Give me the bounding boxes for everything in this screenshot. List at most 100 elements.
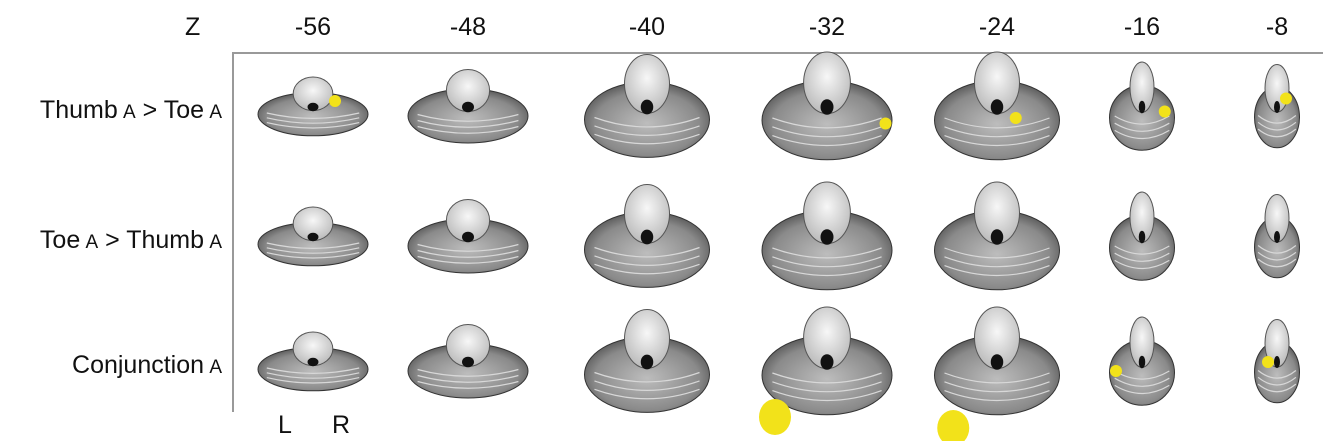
left-orientation-label: L xyxy=(278,411,292,439)
fourth-ventricle xyxy=(307,357,319,367)
activation-cluster xyxy=(1158,105,1171,118)
folia-line xyxy=(1257,251,1297,261)
fourth-ventricle xyxy=(462,101,474,113)
horizontal-divider xyxy=(232,52,1323,54)
fourth-ventricle xyxy=(640,99,654,115)
folia-line xyxy=(1257,115,1297,124)
activation-cluster xyxy=(879,117,892,130)
folia-line xyxy=(266,377,360,384)
activation-cluster xyxy=(1009,112,1022,124)
folia-line xyxy=(1257,258,1297,268)
fourth-ventricle xyxy=(1138,355,1146,369)
row-label-part: > Toe xyxy=(135,96,205,124)
folia-line xyxy=(772,265,882,277)
folia-line xyxy=(944,265,1050,277)
row-label-part: Conjunction xyxy=(72,351,205,379)
right-orientation-label: R xyxy=(332,411,351,439)
folia-line xyxy=(417,249,519,258)
activation-cluster xyxy=(937,410,970,441)
row-label-part: A xyxy=(117,102,136,123)
folia-line xyxy=(417,368,519,377)
folia-line xyxy=(594,388,700,400)
z-axis-label: Z xyxy=(185,13,201,41)
folia-line xyxy=(1257,121,1297,131)
row-label-part: Toe xyxy=(39,226,81,254)
row-label-0: Thumb A > Toe A xyxy=(40,95,222,128)
fourth-ventricle xyxy=(1274,231,1280,243)
folia-line xyxy=(772,117,882,129)
activation-cluster xyxy=(759,399,791,435)
fourth-ventricle xyxy=(640,229,654,245)
fourth-ventricle xyxy=(1138,100,1146,114)
brain-slice-r2-c5 xyxy=(1109,316,1175,406)
row-label-part: A xyxy=(204,232,222,253)
row-label-part: A xyxy=(204,357,222,378)
folia-line xyxy=(944,247,1050,259)
activation-cluster xyxy=(1280,92,1292,105)
slice-label-6: -8 xyxy=(1265,13,1289,41)
brain-slice-r2-c6 xyxy=(1254,319,1300,404)
folia-line xyxy=(594,380,700,391)
brain-slice-r1-c5 xyxy=(1109,191,1175,281)
folia-line xyxy=(417,380,519,389)
folia-line xyxy=(417,243,519,252)
folia-line xyxy=(1257,245,1297,254)
brain-slice-r2-c1 xyxy=(407,324,529,399)
folia-line xyxy=(594,246,700,258)
fourth-ventricle xyxy=(820,99,834,115)
slice-label-2: -40 xyxy=(628,13,666,41)
folia-line xyxy=(266,242,360,249)
folia-line xyxy=(1114,129,1170,140)
slice-label-0: -56 xyxy=(294,13,332,41)
folia-line xyxy=(417,374,519,383)
folia-line xyxy=(772,126,882,138)
brain-slice-r2-c4 xyxy=(934,306,1060,441)
folia-line xyxy=(266,367,360,374)
folia-line xyxy=(417,125,519,134)
brain-slice-r0-c5 xyxy=(1109,61,1175,151)
folia-line xyxy=(1114,245,1170,255)
fourth-ventricle xyxy=(990,229,1004,245)
folia-line xyxy=(1257,128,1297,138)
folia-line xyxy=(1114,384,1170,395)
folia-line xyxy=(772,390,882,402)
folia-line xyxy=(772,256,882,268)
folia-line xyxy=(1114,122,1170,132)
fourth-ventricle xyxy=(990,354,1004,370)
fourth-ventricle xyxy=(307,232,319,242)
folia-line xyxy=(594,255,700,266)
folia-line xyxy=(944,135,1050,147)
folia-line xyxy=(944,390,1050,402)
folia-line xyxy=(944,117,1050,129)
folia-line xyxy=(1114,252,1170,262)
brain-slice-r0-c6 xyxy=(1254,64,1300,149)
folia-line xyxy=(772,247,882,259)
folia-line xyxy=(594,263,700,275)
row-label-part: A xyxy=(204,102,222,123)
brain-slice-r1-c6 xyxy=(1254,194,1300,279)
brain-slice-r0-c2 xyxy=(584,54,710,158)
folia-line xyxy=(594,133,700,145)
row-label-part: A xyxy=(80,232,99,253)
fourth-ventricle xyxy=(1274,356,1280,368)
fourth-ventricle xyxy=(1138,230,1146,244)
brain-slice-r1-c4 xyxy=(934,181,1060,291)
folia-line xyxy=(1257,376,1297,386)
folia-line xyxy=(417,255,519,264)
activation-cluster xyxy=(1110,365,1122,377)
folia-line xyxy=(944,372,1050,384)
brain-slice-r0-c0 xyxy=(257,76,369,137)
folia-line xyxy=(1114,115,1170,125)
folia-line xyxy=(594,116,700,128)
folia-line xyxy=(944,381,1050,393)
brain-slice-r1-c0 xyxy=(257,206,369,267)
fourth-ventricle xyxy=(820,229,834,245)
activation-cluster xyxy=(1262,356,1274,368)
brain-slice-r0-c4 xyxy=(934,51,1060,161)
folia-line xyxy=(772,381,882,393)
brain-slice-r0-c1 xyxy=(407,69,529,144)
row-label-part: > Thumb xyxy=(98,226,205,254)
folia-line xyxy=(266,122,360,129)
slice-label-5: -16 xyxy=(1123,13,1161,41)
